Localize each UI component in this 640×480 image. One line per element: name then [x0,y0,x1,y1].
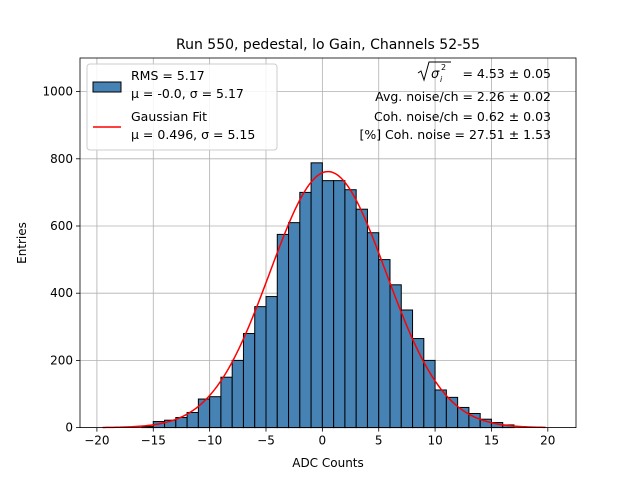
histogram-bar [333,180,346,429]
legend-sublabel-histogram: μ = -0.0, σ = 5.17 [131,86,244,101]
histogram-bar [276,233,290,429]
sigma-subscript: i [440,75,443,84]
legend-label-fit: Gaussian Fit [131,109,207,124]
x-tick-label: −15 [141,434,166,448]
y-tick-label: 600 [50,219,73,233]
x-tick-label: 10 [427,434,442,448]
histogram-bar [310,162,323,429]
x-tick-label: −10 [197,434,222,448]
histogram-bar [197,398,211,429]
x-tick-label: 5 [375,434,383,448]
x-tick-label: −5 [257,434,275,448]
stats-line-coh-noise: Coh. noise/ch = 0.62 ± 0.03 [374,109,551,124]
histogram-bar [186,411,199,429]
y-tick-label: 0 [65,421,73,435]
x-tick-label: 0 [319,434,327,448]
histogram-bar [321,180,335,429]
stats-line-coh-percent: [%] Coh. noise = 27.51 ± 1.53 [359,127,551,142]
sqrt-symbol [417,61,451,82]
plot-frame [79,57,577,429]
y-tick-label: 200 [50,353,73,367]
histogram-bars [141,162,515,429]
x-tick-label: 20 [540,434,555,448]
x-tick-label: −20 [84,434,109,448]
stats-line-avg-noise: Avg. noise/ch = 2.26 ± 0.02 [375,89,551,104]
histogram-bar [344,189,357,429]
histogram-bar [366,232,380,429]
histogram-bar [434,389,447,429]
x-axis-ticks: −20 −15 −10 −5 0 5 10 15 20 [84,427,555,448]
y-tick-label: 400 [50,286,73,300]
x-axis-label: ADC Counts [292,456,364,470]
histogram-bar [299,191,312,429]
legend: RMS = 5.17 μ = -0.0, σ = 5.17 Gaussian F… [86,63,278,151]
histogram-bar [220,376,233,429]
legend-swatch-histogram [92,81,122,93]
x-tick-label: 15 [484,434,499,448]
histogram-bar [288,222,301,429]
legend-label-histogram: RMS = 5.17 [131,68,205,83]
gaussian-fit-line [102,170,546,429]
histogram-bar [242,333,256,429]
histogram-bar [265,296,278,429]
histogram-bar [423,359,436,429]
histogram-bar [254,306,267,429]
legend-sublabel-fit: μ = 0.496, σ = 5.15 [131,127,255,142]
y-tick-label: 800 [50,152,73,166]
chart-title: Run 550, pedestal, lo Gain, Channels 52-… [176,37,480,53]
stats-annotation: σ i 2 = 4.53 ± 0.05 Avg. noise/ch = 2.26… [359,61,551,142]
sigma-symbol: σ [431,67,440,82]
histogram-bar [378,259,391,429]
histogram-bar [209,396,222,429]
histogram-bar [231,359,244,429]
stats-line-sqrt: = 4.53 ± 0.05 [462,66,551,81]
sigma-superscript: 2 [441,63,446,72]
y-axis-ticks: 0 200 400 600 800 1000 [42,85,80,435]
y-tick-label: 1000 [42,85,73,99]
y-axis-label: Entries [15,222,29,264]
legend-box [86,63,278,151]
histogram-bar [355,208,368,429]
